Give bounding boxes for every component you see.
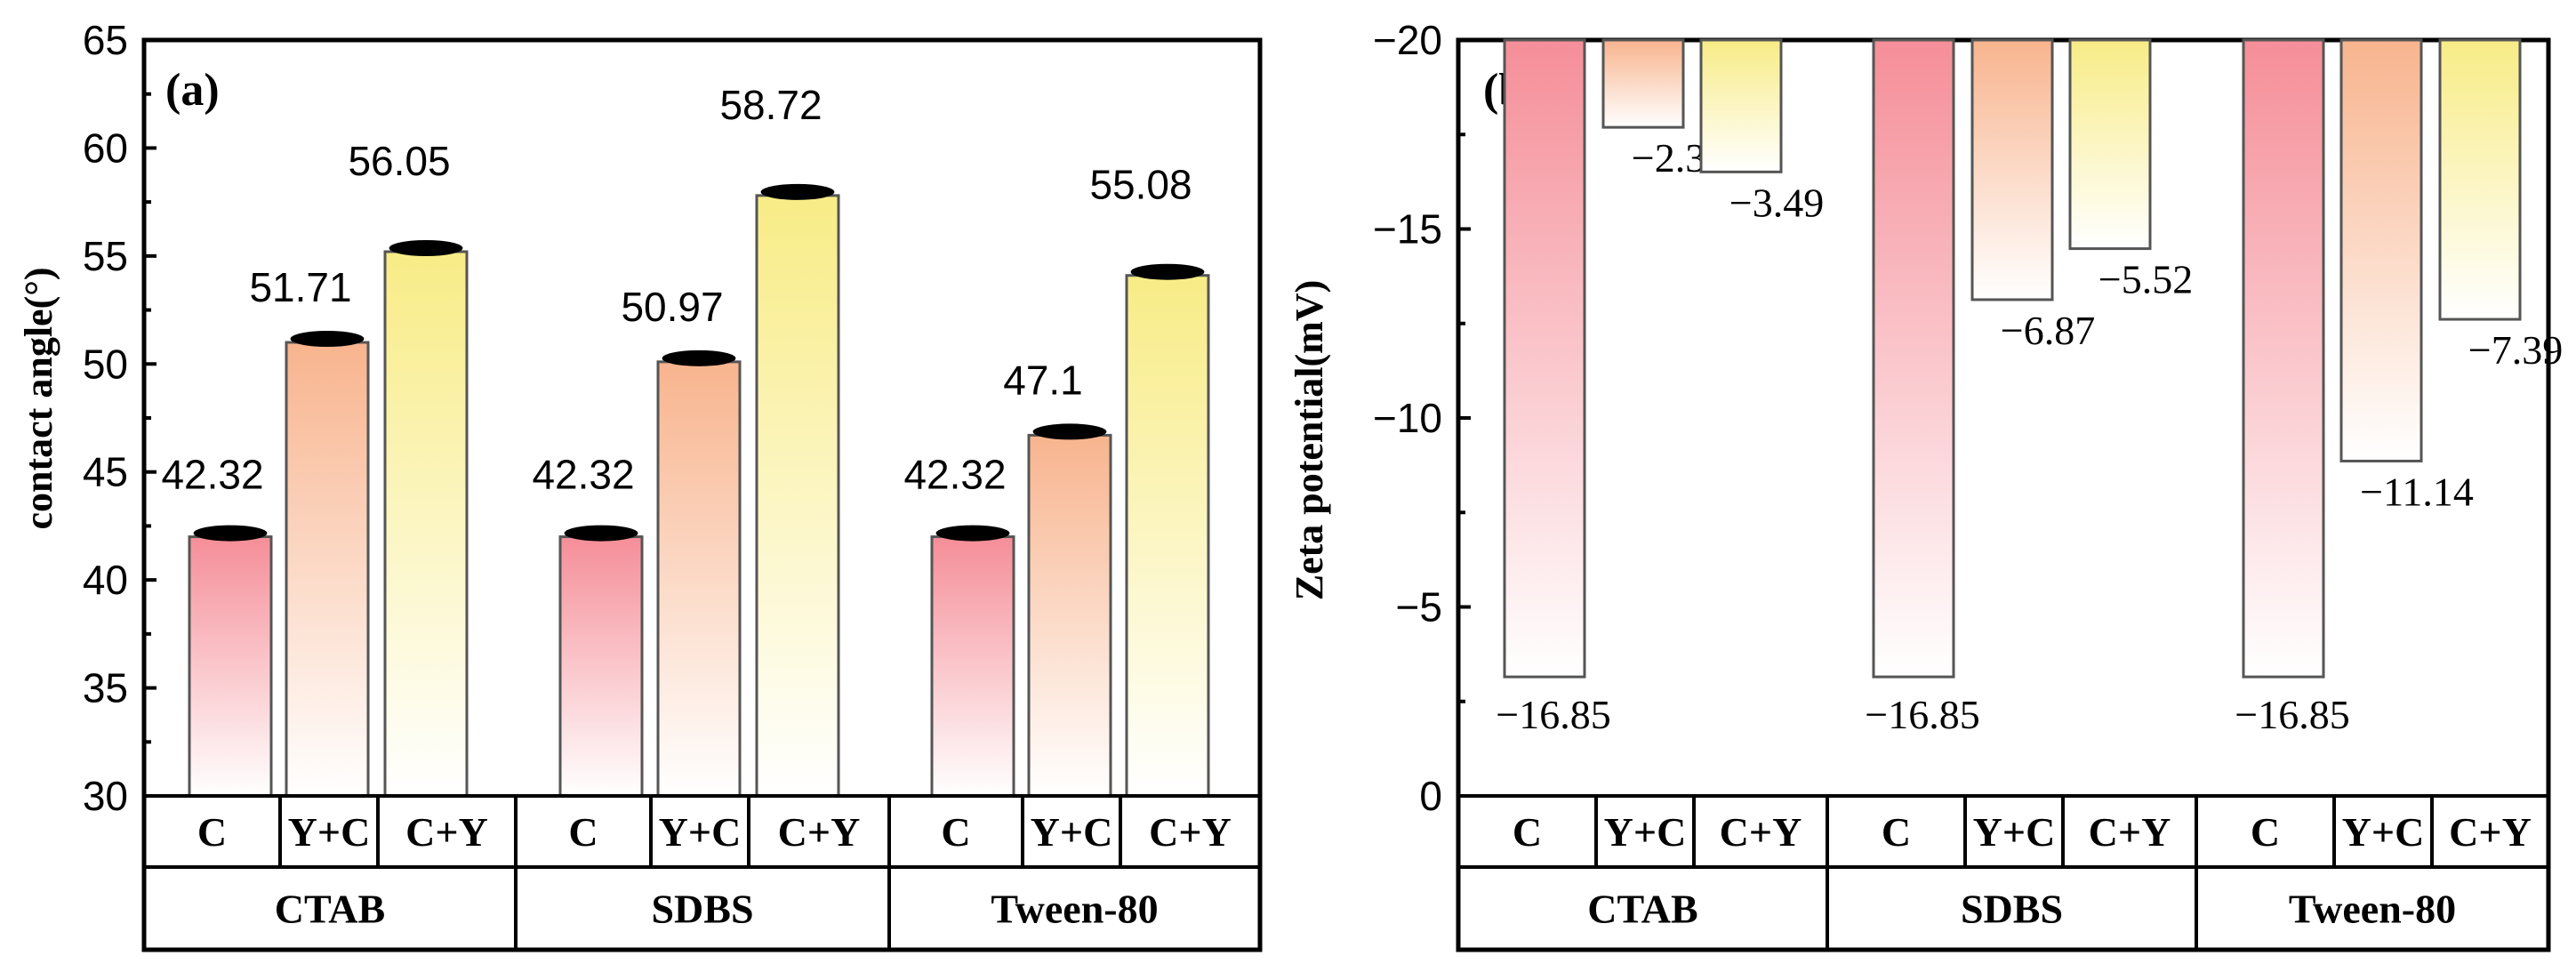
group-label: Tween-80 <box>2289 887 2456 932</box>
value-label: −11.14 <box>2360 469 2474 514</box>
panel-a-y-axis-label: contact angle(°) <box>17 268 60 530</box>
category-label: C+Y <box>1720 809 1802 855</box>
y-tick-label: −15 <box>1373 206 1442 253</box>
value-label: −16.85 <box>1865 692 1979 737</box>
droplet-mark <box>193 525 268 542</box>
value-label: −5.52 <box>2099 257 2193 302</box>
value-label: 42.32 <box>532 452 634 498</box>
category-label: C+Y <box>1149 809 1232 855</box>
group-label: Tween-80 <box>991 887 1158 932</box>
droplet-mark <box>290 331 365 347</box>
y-tick-label: 40 <box>83 557 128 603</box>
category-label: Y+C <box>1031 809 1113 855</box>
value-label: −16.85 <box>1496 692 1610 737</box>
droplet-mark <box>1032 423 1107 440</box>
group-label: CTAB <box>275 887 385 932</box>
category-label: C <box>2251 809 2280 855</box>
y-tick-label: 65 <box>83 17 128 63</box>
droplet-mark <box>760 183 835 200</box>
value-label: 42.32 <box>903 452 1006 498</box>
category-label: C <box>941 809 970 855</box>
droplet-mark <box>1130 263 1205 280</box>
panel-a-contact-angle: (a) contact angle(°) 30 35 40 45 50 55 60 65 42… <box>17 17 1263 952</box>
value-label: −16.85 <box>2235 692 2349 737</box>
bar-tween-80-cy <box>2438 38 2522 321</box>
y-tick-label: 60 <box>83 125 128 171</box>
bar-tween-80-yc <box>2339 38 2423 462</box>
category-label: C+Y <box>2089 809 2171 855</box>
value-label: 55.08 <box>1089 162 1192 208</box>
bar-sdbs-yc <box>1970 38 2054 301</box>
bar-sdbs-cy <box>755 194 840 798</box>
y-tick-label: −5 <box>1396 584 1442 631</box>
panel-a-frame <box>141 37 1263 952</box>
droplet-mark <box>662 349 736 366</box>
bar-tween-80-cy <box>1125 274 1210 798</box>
value-label: −3.49 <box>1729 180 1824 225</box>
y-tick-label: −10 <box>1373 395 1442 441</box>
category-label: Y+C <box>2342 809 2425 855</box>
droplet-mark <box>935 525 1010 542</box>
group-label: CTAB <box>1587 887 1697 932</box>
value-label: 47.1 <box>1003 357 1083 403</box>
bar-ctab-yc <box>1601 38 1685 129</box>
y-tick-label: 45 <box>83 449 128 495</box>
bar-ctab-cy <box>383 250 469 798</box>
y-tick-label: 0 <box>1419 773 1442 819</box>
bar-sdbs-cy <box>2068 38 2152 251</box>
category-label: Y+C <box>288 809 371 855</box>
panel-b-zeta-potential: (b) Zeta potential(mV) 0−5−10−15−20 −16.… <box>1288 17 2563 952</box>
category-label: C+Y <box>778 809 861 855</box>
category-label: C <box>568 809 598 855</box>
category-label: Y+C <box>1604 809 1687 855</box>
category-label: C+Y <box>405 809 488 855</box>
category-label: C <box>1513 809 1542 855</box>
value-label: 56.05 <box>348 138 450 184</box>
value-label: 58.72 <box>719 82 822 128</box>
category-label: C+Y <box>2449 809 2532 855</box>
droplet-mark <box>389 240 463 256</box>
bar-ctab-cy <box>1699 38 1783 173</box>
y-tick-label: −20 <box>1373 17 1442 63</box>
y-tick-label: 55 <box>83 233 128 279</box>
bar-tween-80-c <box>930 535 1015 798</box>
category-label: C <box>1882 809 1911 855</box>
category-label: Y+C <box>1973 809 2056 855</box>
y-tick-label: 50 <box>83 341 128 387</box>
y-tick-label: 35 <box>83 665 128 711</box>
value-label: 42.32 <box>161 452 263 498</box>
bar-ctab-c <box>1503 38 1586 679</box>
panel-b-y-axis-label: Zeta potential(mV) <box>1288 280 1331 601</box>
panel-a-tag: (a) <box>165 65 220 116</box>
value-label: −6.87 <box>2001 308 2095 353</box>
bar-tween-80-yc <box>1027 433 1112 798</box>
bar-ctab-yc <box>285 341 370 798</box>
category-label: C <box>197 809 227 855</box>
category-label: Y+C <box>659 809 742 855</box>
value-label: 51.71 <box>249 264 351 310</box>
bar-tween-80-c <box>2242 38 2325 679</box>
group-label: SDBS <box>1961 887 2063 932</box>
droplet-mark <box>564 525 638 542</box>
bar-sdbs-c <box>1872 38 1955 679</box>
bar-sdbs-c <box>558 535 644 798</box>
bar-sdbs-yc <box>656 360 742 798</box>
group-label: SDBS <box>651 887 753 932</box>
value-label: 50.97 <box>621 284 723 330</box>
y-tick-label: 30 <box>83 773 128 819</box>
bar-ctab-c <box>188 535 273 798</box>
value-label: −7.39 <box>2468 327 2563 373</box>
